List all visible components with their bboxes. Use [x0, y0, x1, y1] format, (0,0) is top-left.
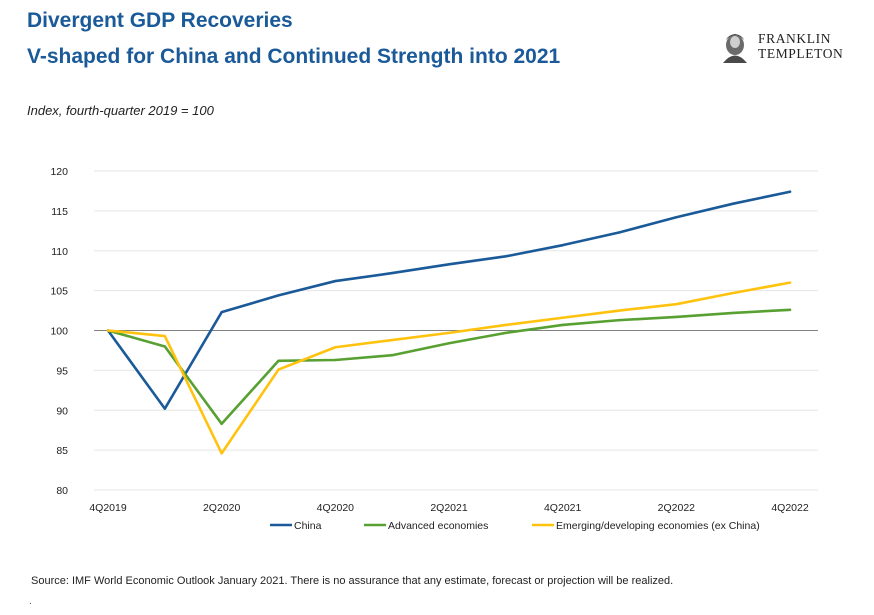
- data-point-emerging-developing-economies-ex-china-10: [675, 302, 678, 306]
- data-point-china-10: [675, 216, 678, 219]
- y-axis-unit-label: Index, fourth-quarter 2019 = 100: [27, 103, 214, 118]
- data-point-china-4: [334, 279, 337, 283]
- y-tick-label-90: 90: [56, 405, 68, 417]
- y-tick-label-100: 100: [50, 326, 68, 338]
- data-point-advanced-economies-8: [561, 323, 564, 327]
- data-point-advanced-economies-11: [731, 311, 735, 315]
- franklin-templeton-logo: FRANKLIN TEMPLETON: [718, 30, 863, 64]
- data-point-china-5: [390, 271, 394, 275]
- data-point-emerging-developing-economies-ex-china-7: [504, 323, 508, 327]
- data-point-china-1: [163, 407, 167, 410]
- data-point-emerging-developing-economies-ex-china-8: [561, 316, 564, 319]
- data-point-emerging-developing-economies-ex-china-5: [390, 338, 394, 342]
- data-point-advanced-economies-10: [675, 315, 678, 319]
- y-tick-label-115: 115: [51, 206, 68, 218]
- chart-subtitle-headline: V-shaped for China and Continued Strengt…: [27, 45, 561, 68]
- data-point-advanced-economies-1: [163, 345, 167, 348]
- y-tick-label-110: 110: [51, 246, 68, 258]
- data-point-china-7: [504, 255, 508, 258]
- y-axis: 80 85 90 95 100 105 110 115 120: [50, 166, 68, 497]
- data-point-advanced-economies-6: [447, 342, 451, 345]
- data-point-advanced-economies-9: [618, 318, 621, 322]
- series-line-china: [106, 190, 792, 410]
- x-tick-label-2Q2020: 2Q2020: [203, 502, 241, 514]
- legend-label-advanced-economies: Advanced economies: [388, 520, 488, 532]
- chart-title: Divergent GDP Recoveries: [27, 9, 293, 32]
- data-point-advanced-economies-2: [220, 422, 223, 426]
- data-point-china-3: [277, 294, 280, 297]
- footer-mark: .: [29, 596, 32, 607]
- x-tick-label-4Q2020: 4Q2020: [317, 502, 355, 514]
- data-point-emerging-developing-economies-ex-china-9: [618, 309, 621, 312]
- series-lines: [106, 190, 792, 455]
- y-tick-label-85: 85: [56, 445, 68, 457]
- data-point-china-2: [220, 310, 223, 314]
- data-point-emerging-developing-economies-ex-china-6: [447, 331, 451, 335]
- x-tick-label-4Q2021: 4Q2021: [544, 502, 582, 514]
- data-point-china-12: [788, 190, 792, 193]
- y-tick-label-120: 120: [50, 166, 68, 178]
- data-point-china-8: [561, 243, 564, 247]
- data-point-emerging-developing-economies-ex-china-12: [788, 281, 792, 284]
- source-note: Source: IMF World Economic Outlook Janua…: [31, 575, 674, 587]
- x-tick-label-2Q2022: 2Q2022: [658, 502, 696, 514]
- data-point-china-6: [447, 263, 451, 266]
- data-point-emerging-developing-economies-ex-china-4: [334, 346, 337, 349]
- gridlines: [94, 170, 818, 491]
- legend: China Advanced economies Emerging/developi…: [270, 520, 760, 532]
- data-point-emerging-developing-economies-ex-china-0: [106, 329, 110, 332]
- data-point-advanced-economies-5: [390, 354, 394, 357]
- logo-line-2: TEMPLETON: [758, 46, 844, 61]
- y-tick-label-80: 80: [56, 485, 68, 497]
- data-point-emerging-developing-economies-ex-china-2: [220, 452, 223, 455]
- x-axis: 4Q2019 2Q2020 4Q2020 2Q2021 4Q2021 2Q2022 4Q20…: [89, 502, 809, 514]
- y-tick-label-105: 105: [50, 286, 68, 298]
- data-point-advanced-economies-3: [277, 359, 280, 363]
- data-point-advanced-economies-12: [788, 308, 792, 311]
- legend-label-emerging-developing-economies-ex-china: Emerging/developing economies (ex China): [556, 520, 760, 532]
- x-tick-label-2Q2021: 2Q2021: [430, 502, 468, 514]
- data-point-china-11: [731, 202, 735, 205]
- data-point-emerging-developing-economies-ex-china-3: [277, 368, 280, 371]
- series-line-emerging-developing-economies-ex-china: [106, 281, 792, 455]
- x-tick-label-4Q2019: 4Q2019: [89, 502, 127, 514]
- x-tick-label-4Q2022: 4Q2022: [771, 502, 809, 514]
- data-point-emerging-developing-economies-ex-china-1: [163, 334, 167, 338]
- logo-line-1: FRANKLIN: [758, 31, 832, 46]
- series-line-advanced-economies: [106, 308, 792, 426]
- y-tick-label-95: 95: [56, 365, 68, 377]
- data-point-emerging-developing-economies-ex-china-11: [731, 291, 735, 295]
- data-point-advanced-economies-7: [504, 331, 508, 335]
- legend-label-china: China: [294, 520, 322, 532]
- data-point-advanced-economies-4: [334, 358, 337, 362]
- data-point-china-9: [618, 231, 621, 234]
- portrait-medallion-icon: [719, 31, 751, 63]
